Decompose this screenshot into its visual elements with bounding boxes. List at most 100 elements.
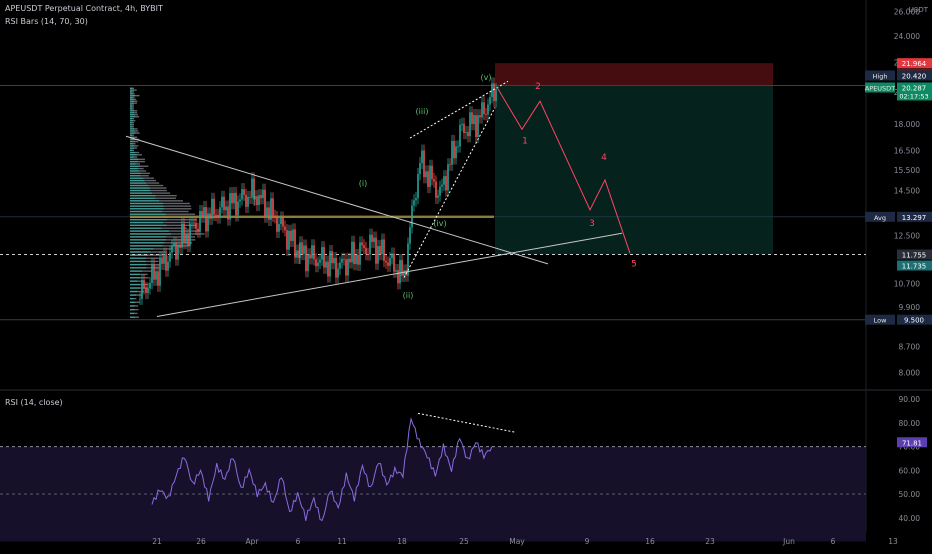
candle-body (365, 248, 367, 254)
price-tick-label: 10.700 (894, 279, 920, 288)
volume-bar-up (130, 182, 146, 183)
volume-bar-up (130, 99, 133, 100)
candle-body (367, 254, 369, 255)
wave-label-down: 2 (535, 82, 541, 92)
candle-body (487, 105, 489, 115)
price-label: Avg 13.297 (865, 212, 932, 222)
candle-body (141, 280, 143, 299)
candle-body (331, 251, 333, 263)
volume-bar-up (130, 248, 153, 249)
candle-body (383, 240, 385, 261)
price-tick-label: 12.500 (894, 232, 920, 241)
candle-body (489, 97, 491, 104)
volume-bar-up (130, 159, 138, 160)
volume-bar-up (130, 177, 143, 178)
time-tick-label: 6 (296, 537, 301, 546)
candle-body (197, 229, 199, 232)
candle-body (280, 217, 282, 224)
candle-body (268, 207, 270, 219)
candle-body (459, 125, 461, 146)
candle-body (185, 234, 187, 243)
candle-body (193, 223, 195, 224)
candle-body (254, 196, 256, 199)
candle-body (175, 243, 177, 259)
volume-bar-up (130, 110, 134, 111)
time-tick-label: 18 (397, 537, 407, 546)
candle-body (145, 288, 147, 293)
candle-body (391, 254, 393, 258)
candle-body (369, 235, 371, 255)
volume-bar-up (130, 280, 137, 281)
rsi-current-value: 71.81 (902, 439, 922, 447)
candle-body (467, 132, 469, 136)
candle-body (157, 271, 159, 285)
candle-body (215, 215, 217, 216)
price-tick-label: 24.000 (894, 32, 920, 41)
candle-body (439, 187, 441, 196)
candle-body (260, 195, 262, 198)
volume-bar-up (130, 203, 163, 204)
candle-body (286, 230, 288, 249)
candle-body (251, 178, 253, 197)
volume-bar-up (130, 227, 161, 228)
candle-body (445, 176, 447, 190)
candle-body (471, 112, 473, 124)
candle-body (373, 238, 375, 242)
candle-body (333, 258, 335, 263)
price-label: 21.964 (897, 58, 932, 68)
candle-body (205, 207, 207, 231)
volume-bar-up (130, 274, 140, 275)
candle-body (473, 115, 475, 124)
candle-body (294, 229, 296, 257)
candle-body (417, 174, 419, 198)
candle-body (381, 240, 383, 255)
candle-body (153, 264, 155, 279)
candle-body (455, 146, 457, 158)
candle-body (276, 217, 278, 232)
candle-body (217, 215, 219, 217)
candle-body (167, 262, 169, 271)
time-tick-label: 13 (888, 537, 898, 546)
price-tick-label: 26.000 (894, 8, 920, 17)
candle-body (435, 182, 437, 198)
candle-body (407, 244, 409, 276)
candle-body (483, 102, 485, 114)
price-label-tag: High (873, 72, 888, 80)
candle-body (147, 288, 149, 292)
volume-bar-up (130, 211, 162, 212)
candle-body (475, 115, 477, 137)
target-zone (495, 85, 773, 254)
candle-body (409, 227, 411, 243)
volume-bar-up (130, 222, 163, 223)
price-tick-label: 9.900 (899, 303, 921, 312)
candle-body (143, 280, 145, 288)
candle-body (423, 151, 425, 178)
volume-bar-up (130, 112, 134, 113)
candle-body (235, 193, 237, 215)
candle-body (363, 245, 365, 248)
candle-body (219, 207, 221, 217)
candle-body (249, 197, 251, 198)
candle-body (437, 196, 439, 198)
candle-body (371, 235, 373, 242)
candle-body (151, 264, 153, 283)
price-label-value: 20.420 (902, 72, 927, 80)
candle-body (353, 242, 355, 264)
candle-body (461, 124, 463, 125)
volume-bar-up (130, 187, 150, 188)
candle-body (421, 151, 423, 163)
candle-body (177, 245, 179, 260)
candle-body (479, 115, 481, 117)
candle-body (203, 207, 205, 216)
candle-body (262, 190, 264, 198)
price-label-tag: APEUSDT (865, 84, 895, 92)
candle-body (433, 179, 435, 181)
volume-bar-up (130, 313, 134, 314)
volume-bar-up (130, 264, 147, 265)
candle-body (171, 246, 173, 253)
volume-bar-up (130, 284, 140, 285)
candle-body (225, 207, 227, 211)
wave-label-up: (i) (359, 179, 367, 188)
